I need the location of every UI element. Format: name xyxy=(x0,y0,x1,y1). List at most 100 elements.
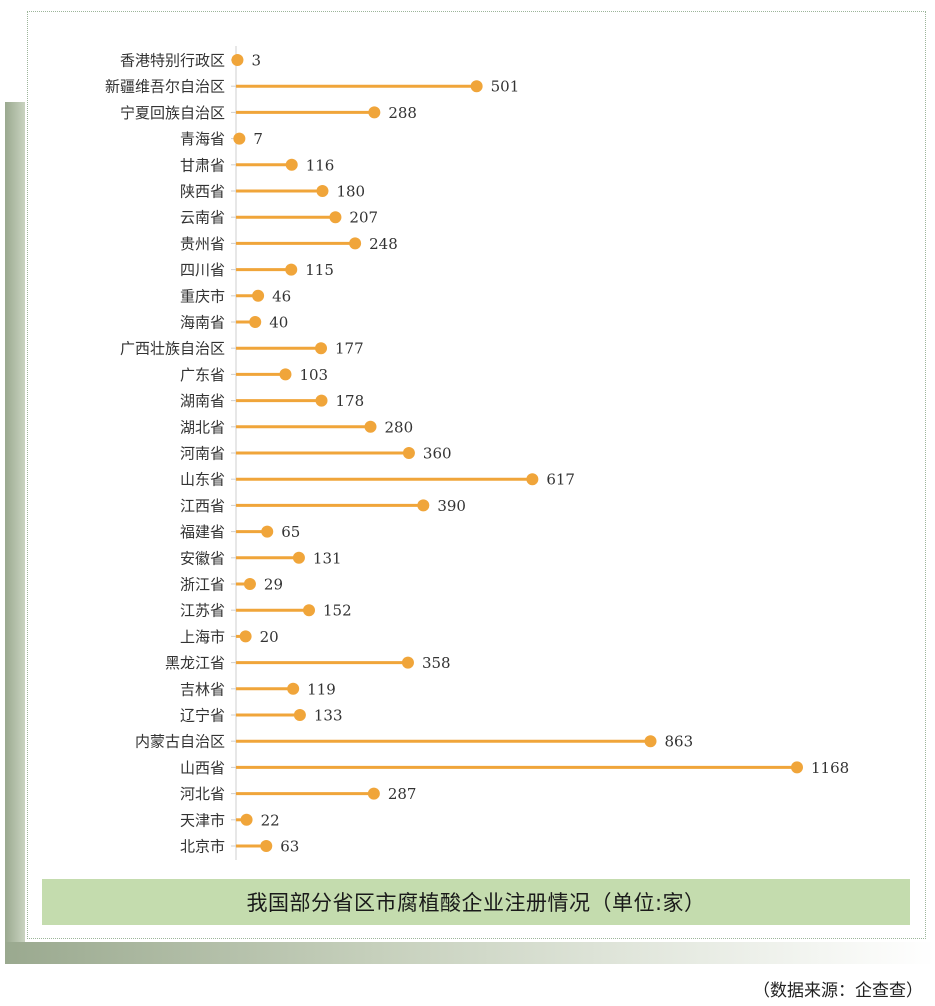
category-label: 宁夏回族自治区 xyxy=(120,104,225,122)
lollipop-dot xyxy=(260,840,273,852)
value-label: 46 xyxy=(272,287,291,305)
category-label: 辽宁省 xyxy=(180,707,225,725)
value-label: 360 xyxy=(423,445,452,463)
lollipop-dot xyxy=(287,682,300,695)
value-label: 1168 xyxy=(811,759,849,777)
data-source-note: （数据来源：企查查） xyxy=(753,981,923,1001)
category-label: 重庆市 xyxy=(180,287,225,305)
value-label: 177 xyxy=(335,340,364,358)
value-label: 280 xyxy=(384,418,413,436)
lollipop-dot xyxy=(252,289,265,302)
value-label: 40 xyxy=(269,314,288,332)
lollipop-dot xyxy=(470,80,483,93)
category-label: 山西省 xyxy=(180,759,225,777)
value-label: 358 xyxy=(422,654,451,672)
category-label: 江苏省 xyxy=(180,602,225,620)
lollipop-dot xyxy=(329,211,342,224)
category-label: 河北省 xyxy=(180,785,225,803)
lollipop-dot xyxy=(279,368,292,381)
lollipop-dot xyxy=(243,578,256,590)
category-label: 江西省 xyxy=(180,497,225,515)
category-label: 贵州省 xyxy=(180,235,225,253)
category-label: 青海省 xyxy=(180,130,225,148)
category-label: 甘肃省 xyxy=(180,156,225,174)
lollipop-dot xyxy=(316,185,329,197)
value-label: 20 xyxy=(260,628,279,646)
lollipop-dot xyxy=(293,709,306,721)
lollipop-dot xyxy=(315,342,328,355)
lollipop-dot xyxy=(231,54,244,66)
lollipop-dot xyxy=(261,525,274,538)
category-label: 云南省 xyxy=(180,209,225,227)
lollipop-dot xyxy=(292,551,305,564)
category-label: 上海市 xyxy=(180,628,225,646)
category-label: 海南省 xyxy=(180,314,225,332)
chart-title: 我国部分省区市腐植酸企业注册情况（单位:家） xyxy=(246,891,706,915)
lollipop-dot xyxy=(526,473,539,486)
value-label: 65 xyxy=(281,523,300,541)
lollipop-dot xyxy=(239,630,252,643)
category-label: 吉林省 xyxy=(180,680,225,698)
value-label: 3 xyxy=(251,52,261,70)
category-label: 山东省 xyxy=(180,471,225,489)
lollipop-dot xyxy=(364,420,377,433)
value-label: 501 xyxy=(491,78,520,96)
value-label: 63 xyxy=(280,838,299,856)
value-label: 287 xyxy=(388,785,417,803)
value-label: 103 xyxy=(299,366,328,384)
category-label: 河南省 xyxy=(180,445,225,463)
value-label: 115 xyxy=(305,261,334,279)
category-label: 陕西省 xyxy=(180,183,225,201)
value-label: 617 xyxy=(546,471,575,489)
category-label: 安徽省 xyxy=(180,549,225,567)
value-label: 152 xyxy=(323,602,352,620)
value-label: 178 xyxy=(335,392,364,410)
frame-shadow-bottom xyxy=(5,942,935,964)
value-label: 248 xyxy=(369,235,398,253)
value-label: 7 xyxy=(253,130,263,148)
category-label: 天津市 xyxy=(180,811,225,829)
value-label: 207 xyxy=(349,209,378,227)
value-label: 133 xyxy=(314,707,343,725)
lollipop-chart: 香港特别行政区 3 新疆维吾尔自治区 501 宁夏回族自治区 288 青海省 7 甘肃省 116 陕… xyxy=(105,46,849,860)
value-label: 288 xyxy=(388,104,417,122)
category-label: 北京市 xyxy=(180,838,225,856)
category-label: 福建省 xyxy=(180,523,225,541)
value-label: 116 xyxy=(306,156,335,174)
category-label: 黑龙江省 xyxy=(165,654,225,672)
category-label: 湖南省 xyxy=(180,392,225,410)
category-label: 香港特别行政区 xyxy=(120,52,225,70)
value-label: 131 xyxy=(313,549,342,567)
lollipop-dot xyxy=(285,158,298,171)
lollipop-dot xyxy=(233,132,246,145)
category-label: 湖北省 xyxy=(180,418,225,436)
value-label: 390 xyxy=(437,497,466,515)
category-label: 内蒙古自治区 xyxy=(135,733,225,751)
lollipop-dot xyxy=(240,813,253,826)
caption-bar: 我国部分省区市腐植酸企业注册情况（单位:家） xyxy=(42,879,910,925)
lollipop-dot xyxy=(349,237,362,250)
value-label: 22 xyxy=(261,811,280,829)
category-label: 四川省 xyxy=(180,261,225,279)
lollipop-dot xyxy=(249,316,262,328)
value-label: 180 xyxy=(336,183,365,201)
category-label: 广西壮族自治区 xyxy=(120,340,225,358)
lollipop-dot xyxy=(367,787,380,800)
category-label: 广东省 xyxy=(180,366,225,384)
category-label: 浙江省 xyxy=(180,576,225,594)
value-label: 119 xyxy=(307,680,336,698)
value-label: 29 xyxy=(264,576,283,594)
lollipop-dot xyxy=(791,761,803,774)
lollipop-dot xyxy=(417,499,430,512)
category-label: 新疆维吾尔自治区 xyxy=(105,78,225,96)
value-label: 863 xyxy=(665,733,694,751)
lollipop-dot xyxy=(315,394,328,407)
chart-frame xyxy=(27,11,926,939)
lollipop-dot xyxy=(303,604,316,617)
frame-shadow-left xyxy=(5,102,25,962)
lollipop-dot xyxy=(285,263,298,276)
lollipop-dot xyxy=(644,735,657,748)
lollipop-dot xyxy=(368,106,381,119)
lollipop-dot xyxy=(401,656,414,669)
lollipop-dot xyxy=(402,447,415,459)
